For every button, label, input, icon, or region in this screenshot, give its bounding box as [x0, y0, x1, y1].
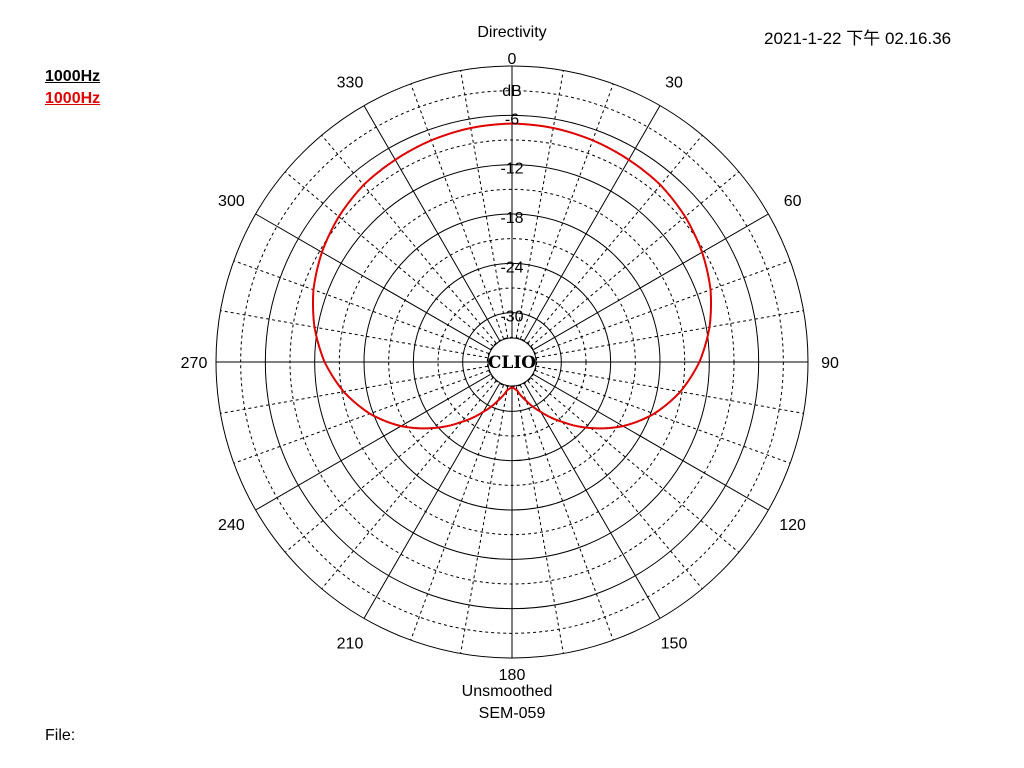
- spoke-minor: [284, 377, 494, 553]
- angle-tick-label: 90: [821, 355, 839, 372]
- angle-tick-label: 330: [337, 74, 364, 91]
- spoke-minor: [527, 134, 703, 344]
- angle-tick-label: 240: [218, 517, 245, 534]
- spoke-major: [363, 383, 501, 619]
- center-logo-text: CLIO: [488, 353, 536, 373]
- radial-tick-label: -12: [500, 161, 523, 178]
- spoke-major: [523, 383, 661, 619]
- spoke-minor: [284, 171, 494, 347]
- radial-tick-label: -18: [500, 210, 523, 227]
- angle-tick-label: 270: [181, 355, 208, 372]
- spoke-major: [523, 105, 661, 341]
- spoke-major: [255, 373, 491, 511]
- spoke-minor: [536, 310, 804, 359]
- center-logo: CLIO: [487, 337, 537, 387]
- spoke-minor: [536, 365, 804, 414]
- legend-entry-red: 1000Hz: [45, 90, 101, 107]
- radial-tick-label: -6: [505, 111, 519, 128]
- spoke-minor: [515, 70, 564, 338]
- radial-unit-label: dB: [502, 83, 522, 100]
- spoke-minor: [460, 386, 509, 654]
- spoke-minor: [460, 70, 509, 338]
- series-layer: [311, 122, 713, 430]
- radial-tick-label: -30: [500, 309, 523, 326]
- angle-tick-label: 180: [499, 667, 526, 684]
- file-label: File:: [45, 727, 76, 744]
- angle-tick-label: 150: [661, 636, 688, 653]
- smoothing-label: Unsmoothed: [461, 683, 553, 700]
- legend-entry-black: 1000Hz: [45, 68, 101, 85]
- spoke-minor: [321, 134, 497, 344]
- angle-spokes: [216, 66, 808, 658]
- spoke-minor: [220, 365, 488, 414]
- tick-labels: 0 -6 -12 -18 -24 -30 dB 30 60 90 120 150 180 210 240 27…: [181, 51, 839, 684]
- spoke-minor: [530, 377, 740, 553]
- spoke-major: [255, 213, 491, 351]
- radial-tick-label: -24: [500, 259, 523, 276]
- spoke-major: [363, 105, 501, 341]
- angle-tick-label: 30: [665, 74, 683, 91]
- model-label: SEM-059: [478, 705, 546, 722]
- angle-tick-label: 60: [784, 193, 802, 210]
- spoke-major: [533, 213, 769, 351]
- angle-tick-label: 120: [779, 517, 806, 534]
- timestamp: 2021-1-22 下午 02.16.36: [764, 29, 952, 48]
- chart-title: Directivity: [477, 24, 547, 41]
- spoke-minor: [530, 171, 740, 347]
- spoke-minor: [220, 310, 488, 359]
- series-line: [311, 122, 713, 430]
- spoke-major: [533, 373, 769, 511]
- spoke-minor: [321, 380, 497, 590]
- angle-tick-label: 300: [218, 193, 245, 210]
- spoke-minor: [515, 386, 564, 654]
- angle-tick-label: 210: [337, 636, 364, 653]
- radial-tick-label: 0: [508, 51, 517, 68]
- spoke-minor: [527, 380, 703, 590]
- center-logo-circle: [487, 337, 537, 387]
